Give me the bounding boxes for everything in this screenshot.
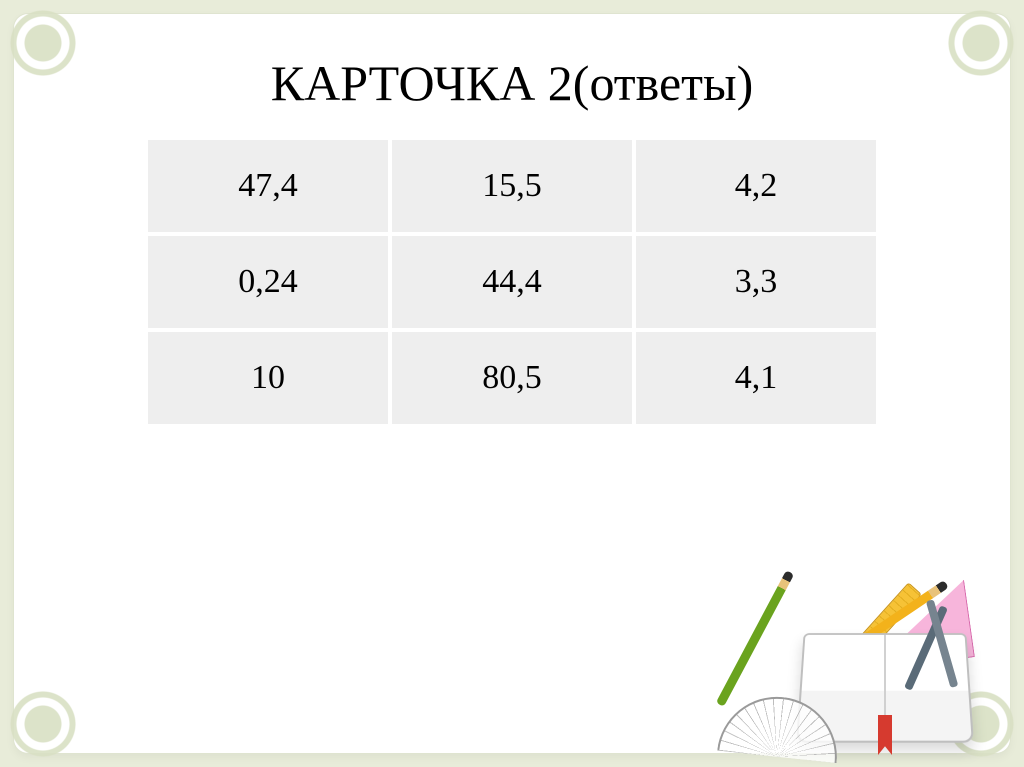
table-cell: 44,4 bbox=[392, 236, 632, 328]
corner-ornament bbox=[8, 689, 78, 759]
table-cell: 15,5 bbox=[392, 140, 632, 232]
table-row: 0,24 44,4 3,3 bbox=[148, 236, 876, 328]
pencil-icon bbox=[716, 570, 794, 707]
answers-table: 47,4 15,5 4,2 0,24 44,4 3,3 10 80,5 4,1 bbox=[144, 136, 880, 428]
slide-title: КАРТОЧКА 2(ответы) bbox=[44, 54, 980, 112]
school-supplies-illustration bbox=[740, 523, 1000, 753]
table-cell: 3,3 bbox=[636, 236, 876, 328]
slide-frame: КАРТОЧКА 2(ответы) 47,4 15,5 4,2 0,24 44… bbox=[14, 14, 1010, 753]
table-cell: 10 bbox=[148, 332, 388, 424]
table-row: 10 80,5 4,1 bbox=[148, 332, 876, 424]
table-cell: 0,24 bbox=[148, 236, 388, 328]
table-cell: 4,1 bbox=[636, 332, 876, 424]
corner-ornament bbox=[8, 8, 78, 78]
table-cell: 47,4 bbox=[148, 140, 388, 232]
corner-ornament bbox=[946, 8, 1016, 78]
table-row: 47,4 15,5 4,2 bbox=[148, 140, 876, 232]
table-cell: 80,5 bbox=[392, 332, 632, 424]
bookmark-icon bbox=[878, 715, 892, 755]
table-cell: 4,2 bbox=[636, 140, 876, 232]
